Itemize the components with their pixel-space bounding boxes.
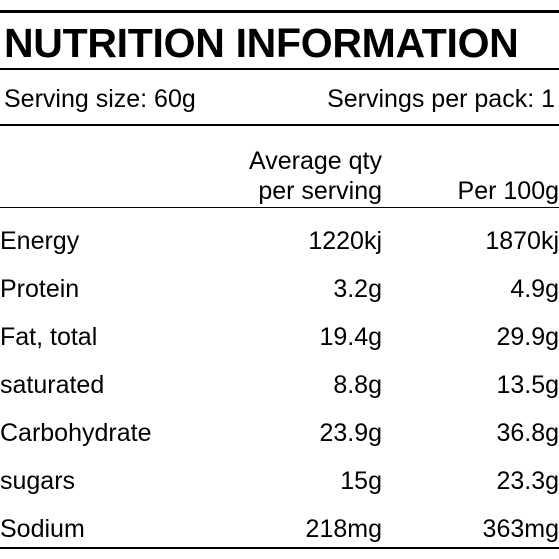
nutrient-row: Carbohydrate 23.9g 36.8g bbox=[0, 409, 559, 457]
header-per-serving-line1: Average qty bbox=[249, 147, 382, 175]
nutrient-row: saturated 8.8g 13.5g bbox=[0, 361, 559, 409]
nutrient-per-serving: 23.9g bbox=[319, 419, 382, 447]
nutrient-per-100g: 13.5g bbox=[496, 371, 559, 399]
nutrient-name: sugars bbox=[0, 467, 76, 495]
nutrient-row: Fat, total 19.4g 29.9g bbox=[0, 313, 559, 361]
nutrient-name: saturated bbox=[0, 371, 105, 399]
nutrient-name: Protein bbox=[0, 275, 80, 303]
nutrient-per-100g: 36.8g bbox=[496, 419, 559, 447]
nutrient-row: sugars 15g 23.3g bbox=[0, 457, 559, 505]
header-rule bbox=[0, 207, 559, 208]
header-per-serving: Average qty per serving bbox=[249, 146, 382, 206]
header-per-serving-line2: per serving bbox=[258, 177, 382, 205]
nutrient-name: Fat, total bbox=[0, 323, 98, 351]
panel-title: NUTRITION INFORMATION bbox=[4, 20, 519, 66]
servings-per-pack: Servings per pack: 1 bbox=[327, 85, 555, 113]
serving-rule bbox=[0, 124, 559, 126]
nutrient-row: Sodium 218mg 363mg bbox=[0, 505, 559, 553]
nutrient-per-serving: 1220kj bbox=[308, 227, 382, 255]
nutrient-per-serving: 218mg bbox=[305, 515, 382, 543]
header-per-100g: Per 100g bbox=[457, 177, 559, 205]
nutrient-per-100g: 1870kj bbox=[485, 227, 559, 255]
nutrient-per-serving: 19.4g bbox=[319, 323, 382, 351]
title-rule bbox=[0, 68, 559, 70]
nutrient-per-serving: 3.2g bbox=[333, 275, 382, 303]
nutrient-per-100g: 23.3g bbox=[496, 467, 559, 495]
nutrient-name: Sodium bbox=[0, 515, 85, 543]
nutrient-row: Protein 3.2g 4.9g bbox=[0, 265, 559, 313]
nutrient-per-serving: 15g bbox=[340, 467, 382, 495]
top-rule bbox=[0, 10, 559, 13]
nutrient-row: Energy 1220kj 1870kj bbox=[0, 217, 559, 265]
serving-size: Serving size: 60g bbox=[4, 85, 196, 113]
nutrient-name: Energy bbox=[0, 227, 80, 255]
nutrient-name: Carbohydrate bbox=[0, 419, 152, 447]
nutrient-per-serving: 8.8g bbox=[333, 371, 382, 399]
nutrient-per-100g: 4.9g bbox=[510, 275, 559, 303]
bottom-rule bbox=[0, 547, 559, 549]
nutrient-per-100g: 363mg bbox=[482, 515, 559, 543]
nutrient-per-100g: 29.9g bbox=[496, 323, 559, 351]
